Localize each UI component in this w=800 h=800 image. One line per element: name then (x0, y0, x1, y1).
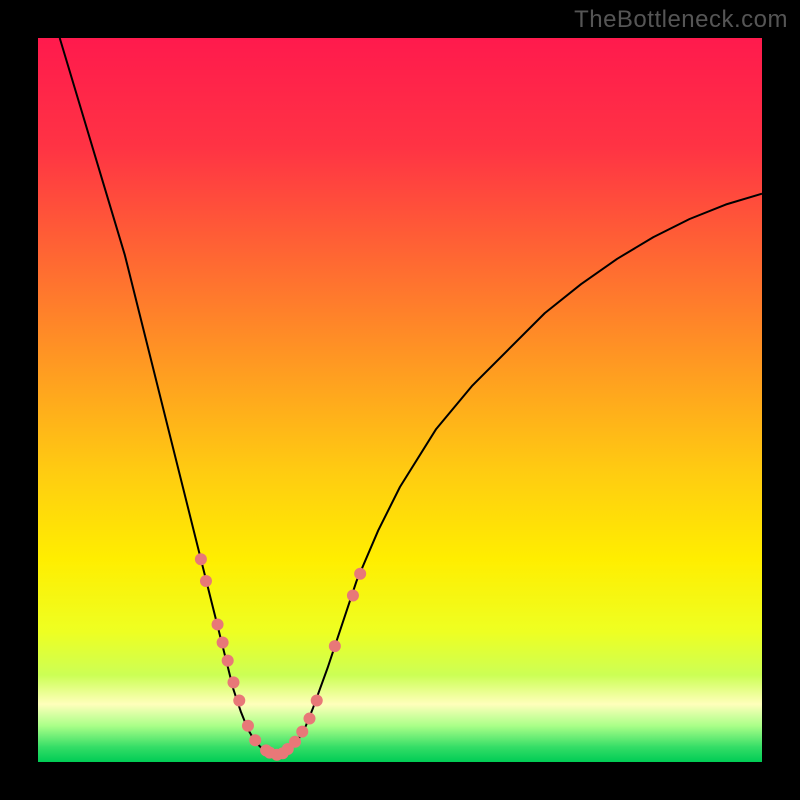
data-marker (289, 736, 301, 748)
data-marker (249, 734, 261, 746)
data-marker (227, 676, 239, 688)
data-marker (242, 720, 254, 732)
data-marker (217, 637, 229, 649)
data-marker (347, 589, 359, 601)
chart-svg (0, 0, 800, 800)
data-marker (354, 568, 366, 580)
plot-background (38, 38, 762, 762)
data-marker (304, 713, 316, 725)
data-marker (296, 726, 308, 738)
data-marker (200, 575, 212, 587)
data-marker (195, 553, 207, 565)
data-marker (311, 694, 323, 706)
data-marker (233, 694, 245, 706)
chart-container: TheBottleneck.com (0, 0, 800, 800)
data-marker (329, 640, 341, 652)
watermark-text: TheBottleneck.com (574, 6, 788, 34)
data-marker (212, 618, 224, 630)
data-marker (222, 655, 234, 667)
